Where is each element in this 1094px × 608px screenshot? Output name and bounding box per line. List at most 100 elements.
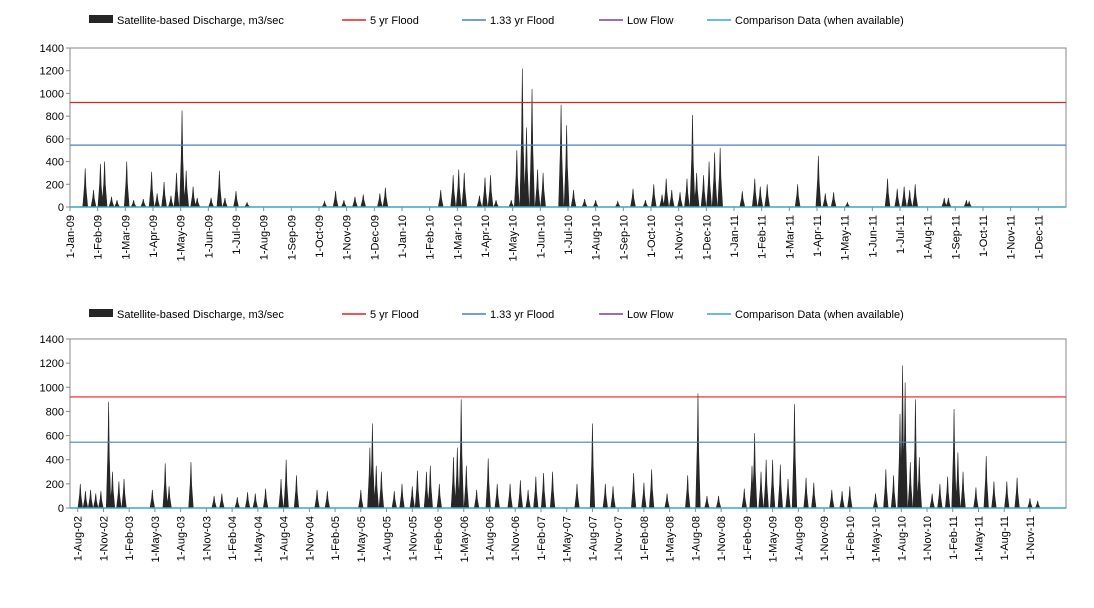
x-tick-label: 1-Apr-10 — [480, 215, 492, 258]
legend-item-3: Low Flow — [599, 309, 674, 321]
x-tick-label: 1-Nov-02 — [98, 516, 110, 561]
x-tick-label: 1-Nov-09 — [342, 215, 354, 260]
x-tick-label: 1-Aug-05 — [382, 516, 394, 561]
chart-upper: Satellite-based Discharge, m3/sec 5 yr Fl… — [40, 15, 1067, 261]
x-tick-label: 1-Mar-09 — [120, 215, 132, 260]
legend-item-3: Low Flow — [599, 15, 674, 27]
x-tick-label: 1-Mar-10 — [452, 215, 464, 260]
x-tick-label: 1-Oct-09 — [314, 215, 326, 258]
x-tick-label: 1-May-10 — [871, 516, 883, 562]
x-tick-label: 1-May-07 — [562, 516, 574, 562]
legend-label: 5 yr Flood — [370, 309, 419, 321]
legend-swatch — [89, 15, 113, 23]
x-tick-label: 1-Aug-10 — [591, 215, 603, 260]
x-tick-label: 1-Nov-04 — [304, 516, 316, 561]
x-tick-label: 1-Feb-05 — [330, 516, 342, 561]
x-tick-label: 1-Feb-11 — [948, 516, 960, 560]
legend-item-0: Satellite-based Discharge, m3/sec — [89, 15, 284, 27]
x-tick-label: 1-Feb-07 — [536, 516, 548, 561]
x-tick-label: 1-Aug-02 — [73, 516, 85, 561]
legend-label: 5 yr Flood — [370, 15, 419, 27]
x-tick-label: 1-Sep-10 — [618, 215, 630, 260]
y-tick-label: 1200 — [40, 66, 64, 78]
x-tick-label: 1-Dec-10 — [701, 215, 713, 260]
x-tick-label: 1-Aug-09 — [793, 516, 805, 561]
x-tick-label: 1-Dec-11 — [1033, 215, 1045, 259]
y-tick-label: 600 — [46, 431, 64, 443]
x-tick-label: 1-Aug-11 — [999, 516, 1011, 560]
x-tick-label: 1-Oct-11 — [978, 215, 990, 257]
x-tick-label: 1-May-09 — [768, 516, 780, 562]
x-tick-label: 1-May-10 — [508, 215, 520, 261]
legend-item-2: 1.33 yr Flood — [462, 309, 554, 321]
x-tick-label: 1-Jun-11 — [867, 215, 879, 258]
legend-swatch — [89, 309, 113, 317]
x-tick-label: 1-Mar-11 — [784, 215, 796, 259]
x-tick-label: 1-Sep-11 — [950, 215, 962, 259]
x-tick-label: 1-Jun-10 — [535, 215, 547, 258]
y-tick-label: 0 — [58, 202, 64, 214]
x-tick-label: 1-May-06 — [459, 516, 471, 562]
y-tick-label: 0 — [58, 503, 64, 515]
legend-label: Low Flow — [627, 15, 674, 27]
x-tick-label: 1-Nov-08 — [716, 516, 728, 561]
x-tick-label: 1-Aug-09 — [259, 215, 271, 260]
x-tick-label: 1-Nov-11 — [1006, 215, 1018, 259]
legend-item-1: 5 yr Flood — [342, 15, 419, 27]
x-tick-label: 1-Nov-05 — [407, 516, 419, 561]
x-tick-label: 1-Feb-09 — [93, 215, 105, 260]
x-tick-label: 1-Jul-11 — [895, 215, 907, 254]
y-tick-label: 800 — [46, 111, 64, 123]
x-tick-label: 1-Jan-10 — [397, 215, 409, 258]
legend-item-0: Satellite-based Discharge, m3/sec — [89, 309, 284, 321]
x-tick-label: 1-Jun-09 — [203, 215, 215, 258]
x-tick-label: 1-May-09 — [176, 215, 188, 261]
legend-item-2: 1.33 yr Flood — [462, 15, 554, 27]
y-tick-label: 1400 — [40, 334, 64, 346]
x-tick-label: 1-Oct-10 — [646, 215, 658, 258]
y-tick-label: 1000 — [40, 88, 64, 100]
x-tick-label: 1-Feb-09 — [742, 516, 754, 561]
chart-lower: Satellite-based Discharge, m3/sec 5 yr Fl… — [40, 309, 1067, 562]
legend-label: 1.33 yr Flood — [490, 15, 554, 27]
x-tick-label: 1-Dec-09 — [369, 215, 381, 260]
y-tick-label: 800 — [46, 406, 64, 418]
x-tick-label: 1-Nov-03 — [201, 516, 213, 561]
x-tick-label: 1-Aug-03 — [176, 516, 188, 561]
x-tick-label: 1-Jul-09 — [231, 215, 243, 255]
x-tick-label: 1-May-04 — [253, 516, 265, 562]
x-tick-label: 1-Nov-11 — [1025, 516, 1037, 560]
x-tick-label: 1-Jan-11 — [729, 215, 741, 258]
legend-label: Satellite-based Discharge, m3/sec — [117, 15, 284, 27]
x-tick-label: 1-May-11 — [973, 516, 985, 562]
x-tick-label: 1-May-11 — [840, 215, 852, 261]
y-tick-label: 400 — [46, 157, 64, 169]
x-tick-label: 1-Feb-03 — [124, 516, 136, 561]
y-tick-label: 600 — [46, 134, 64, 146]
x-tick-label: 1-Aug-04 — [279, 516, 291, 561]
x-tick-label: 1-Aug-11 — [923, 215, 935, 259]
x-tick-label: 1-May-03 — [150, 516, 162, 562]
legend-item-1: 5 yr Flood — [342, 309, 419, 321]
x-tick-label: 1-Nov-09 — [819, 516, 831, 561]
x-tick-label: 1-Feb-10 — [845, 516, 857, 561]
x-tick-label: 1-Jul-10 — [563, 215, 575, 255]
x-tick-label: 1-May-08 — [665, 516, 677, 562]
legend-item-4: Comparison Data (when available) — [707, 309, 904, 321]
x-tick-label: 1-Aug-08 — [690, 516, 702, 561]
x-tick-label: 1-May-05 — [356, 516, 368, 562]
legend-item-4: Comparison Data (when available) — [707, 15, 904, 27]
x-tick-label: 1-Feb-04 — [227, 516, 239, 561]
y-tick-label: 400 — [46, 455, 64, 467]
x-tick-label: 1-Nov-06 — [510, 516, 522, 561]
y-tick-label: 200 — [46, 479, 64, 491]
y-tick-label: 1000 — [40, 382, 64, 394]
x-tick-label: 1-Jan-09 — [65, 215, 77, 258]
legend-label: 1.33 yr Flood — [490, 309, 554, 321]
discharge-area — [70, 68, 1066, 208]
x-tick-label: 1-Apr-09 — [148, 215, 160, 258]
x-tick-label: 1-Sep-09 — [286, 215, 298, 260]
x-tick-label: 1-Nov-10 — [674, 215, 686, 260]
x-tick-label: 1-Feb-11 — [757, 215, 769, 259]
legend-label: Satellite-based Discharge, m3/sec — [117, 309, 284, 321]
